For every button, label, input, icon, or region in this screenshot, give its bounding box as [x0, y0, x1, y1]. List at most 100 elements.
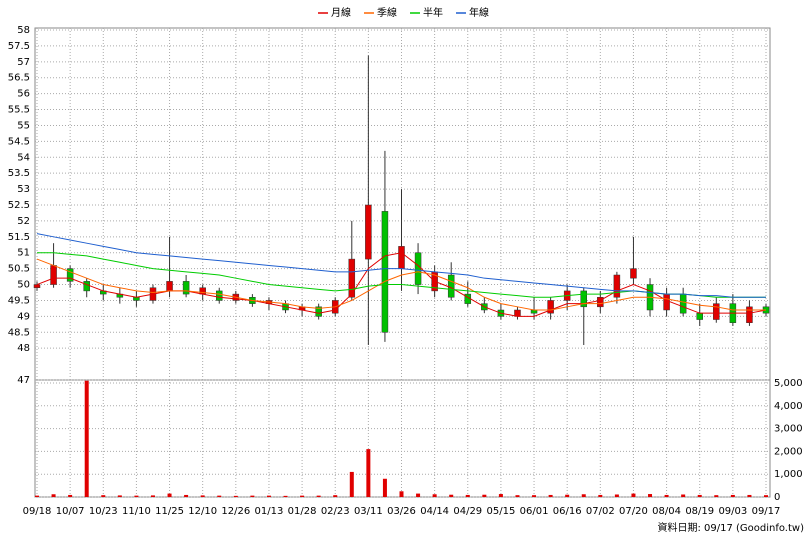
x-tick-label: 04/29: [453, 506, 482, 517]
volume-bar: [664, 494, 669, 497]
volume-bar: [465, 494, 470, 497]
volume-bar: [532, 495, 537, 497]
candle-body: [630, 268, 637, 279]
volume-bar: [283, 495, 288, 497]
volume-tick-label: 3,000: [774, 424, 803, 435]
volume-bar: [581, 494, 586, 497]
y-tick-label: 49: [17, 311, 30, 322]
volume-bar: [747, 494, 752, 497]
volume-bar: [432, 494, 437, 497]
x-tick-label: 03/26: [387, 506, 416, 517]
x-tick-label: 11/10: [122, 506, 151, 517]
y-tick-label: 55: [17, 120, 30, 131]
x-tick-label: 12/10: [188, 506, 217, 517]
volume-bar: [598, 494, 603, 497]
volume-tick-label: 0: [774, 492, 780, 503]
volume-bar: [300, 495, 305, 497]
y-tick-label: 54: [17, 152, 30, 163]
volume-bar: [167, 493, 172, 497]
volume-bar: [84, 380, 89, 497]
volume-bar: [764, 495, 768, 497]
y-tick-label: 49.5: [8, 295, 30, 306]
legend-label: 季線: [377, 6, 397, 19]
candle-body: [613, 274, 621, 298]
volume-bar: [233, 495, 238, 497]
volume-bar: [68, 494, 73, 497]
y-tick-label: 52: [17, 216, 30, 227]
y-tick-label: 55.5: [8, 105, 30, 116]
volume-bar: [449, 494, 454, 497]
volume-bar: [35, 495, 39, 497]
candle-body: [663, 293, 670, 311]
y-tick-label: 50.5: [8, 264, 30, 275]
x-tick-label: 09/18: [23, 506, 52, 517]
legend-label: 年線: [469, 6, 489, 19]
y-tick-label: 56.5: [8, 73, 30, 84]
candle-body: [447, 274, 455, 298]
volume-bar: [631, 493, 636, 497]
x-tick-label: 01/13: [255, 506, 284, 517]
y-tick-label: 54.5: [8, 136, 30, 147]
candle-body: [365, 204, 372, 260]
ma-line: [36, 233, 766, 298]
y-tick-label: 52.5: [8, 200, 30, 211]
volume-tick-label: 1,000: [774, 469, 803, 480]
volume-bar: [515, 495, 520, 497]
x-tick-label: 05/15: [486, 506, 515, 517]
volume-bar: [250, 495, 255, 497]
x-tick-label: 02/23: [321, 506, 350, 517]
volume-bar: [714, 495, 719, 497]
candle-body: [580, 290, 587, 308]
volume-bar: [366, 449, 371, 497]
volume-tick-label: 5,000: [774, 378, 803, 389]
candle-body: [83, 281, 90, 292]
candle-body: [414, 252, 422, 285]
volume-bar: [399, 491, 404, 497]
x-tick-label: 08/19: [685, 506, 714, 517]
x-tick-label: 04/14: [420, 506, 449, 517]
x-tick-label: 03/11: [354, 506, 383, 517]
y-tick-label: 57: [17, 57, 30, 68]
x-tick-label: 06/01: [520, 506, 549, 517]
candle-body: [381, 211, 389, 333]
candle-body: [514, 309, 521, 317]
legend-label: 半年: [423, 6, 443, 19]
candle-body: [182, 281, 190, 295]
y-tick-label: 47: [17, 375, 30, 386]
volume-bar: [51, 494, 56, 497]
volume-bar: [217, 495, 222, 497]
x-tick-label: 07/02: [586, 506, 615, 517]
y-tick-label: 50: [17, 280, 30, 291]
x-tick-label: 09/17: [752, 506, 781, 517]
candle-body: [398, 246, 405, 269]
volume-bar: [416, 493, 421, 497]
x-tick-label: 09/03: [718, 506, 747, 517]
volume-bar: [498, 494, 503, 497]
candle-body: [679, 293, 687, 314]
data-note: 資料日期: 09/17 (Goodinfo.tw): [657, 521, 804, 534]
x-tick-label: 01/28: [288, 506, 317, 517]
y-tick-label: 53.5: [8, 168, 30, 179]
volume-bar: [648, 494, 653, 497]
x-tick-label: 11/25: [155, 506, 184, 517]
volume-bar: [101, 495, 106, 497]
volume-bar: [482, 494, 487, 497]
candle-body: [348, 258, 356, 298]
y-tick-label: 48.5: [8, 327, 30, 338]
x-tick-label: 12/26: [221, 506, 250, 517]
candle-body: [315, 306, 322, 317]
volume-tick-label: 4,000: [774, 401, 803, 412]
volume-bar: [548, 494, 553, 497]
volume-bar: [266, 495, 271, 497]
legend-label: 月線: [331, 6, 351, 19]
candle-body: [66, 268, 74, 282]
volume-bar: [565, 494, 570, 497]
x-tick-label: 07/20: [619, 506, 648, 517]
ma-line: [36, 258, 766, 311]
x-tick-label: 10/07: [56, 506, 85, 517]
y-tick-label: 58: [17, 25, 30, 36]
y-tick-label: 51: [17, 248, 30, 259]
volume-bar: [382, 478, 387, 497]
volume-bar: [184, 494, 189, 497]
